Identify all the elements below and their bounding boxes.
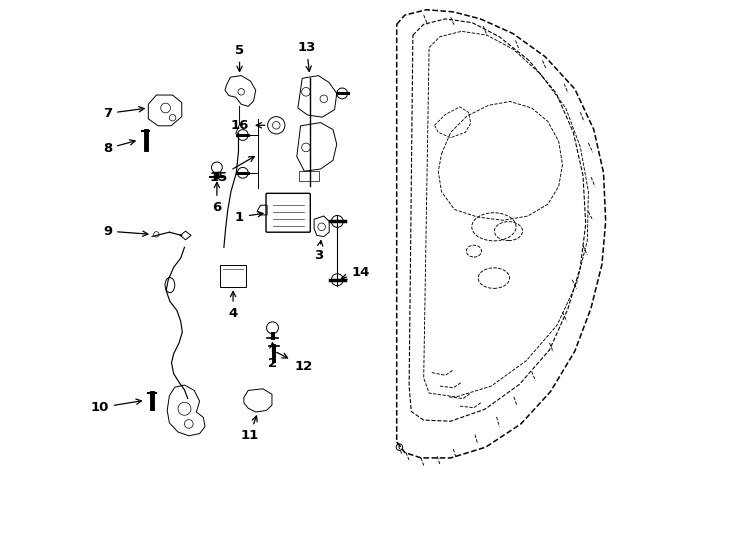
Text: 10: 10 [90, 399, 142, 414]
Text: 1: 1 [235, 211, 263, 224]
Text: 2: 2 [268, 343, 277, 370]
Text: 6: 6 [212, 183, 222, 214]
Text: 12: 12 [277, 352, 313, 373]
Text: 14: 14 [341, 266, 370, 280]
Text: 13: 13 [297, 41, 316, 71]
Text: 9: 9 [103, 225, 148, 238]
Text: 15: 15 [209, 157, 254, 184]
Text: 3: 3 [314, 241, 324, 262]
Text: 8: 8 [103, 140, 135, 155]
Text: 5: 5 [235, 44, 244, 71]
Text: 11: 11 [240, 416, 258, 442]
Text: 7: 7 [103, 106, 144, 120]
Text: 16: 16 [231, 119, 265, 132]
Text: 4: 4 [228, 292, 238, 320]
